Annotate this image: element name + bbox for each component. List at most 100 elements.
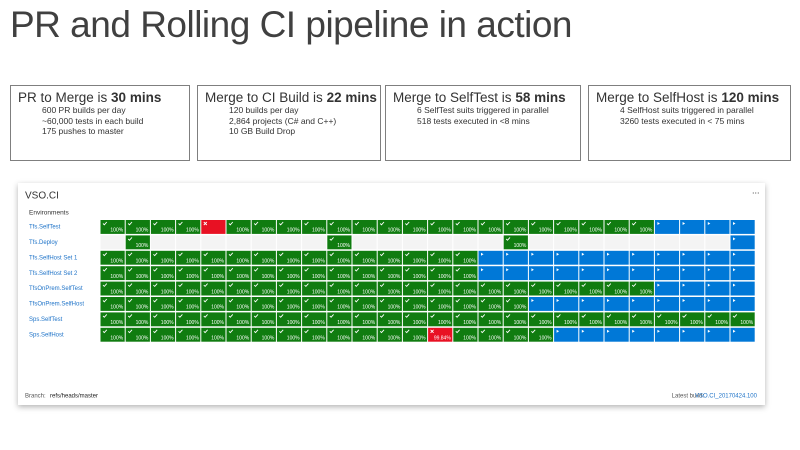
build-cell <box>554 312 579 327</box>
cell-label: 100% <box>413 228 426 234</box>
cell-label: 100% <box>362 289 375 295</box>
cell-label: 100% <box>186 274 199 280</box>
running-icon <box>632 329 635 333</box>
check-icon <box>732 314 738 318</box>
check-icon <box>505 221 511 226</box>
box-line: 2,864 projects (C# and C++) <box>229 115 337 126</box>
build-cell <box>402 281 428 296</box>
running-icon <box>556 299 560 302</box>
build-cell <box>428 297 453 311</box>
check-icon <box>631 314 637 318</box>
check-icon <box>379 267 385 272</box>
running-icon <box>632 299 635 302</box>
check-icon <box>178 267 183 272</box>
check-icon <box>102 267 108 272</box>
box-heading: Merge to SelfHost is 120 mins <box>596 90 783 105</box>
build-cell <box>528 297 554 311</box>
build-cell <box>528 250 554 265</box>
check-icon <box>253 267 259 272</box>
running-icon <box>657 299 660 302</box>
build-cell <box>428 266 453 281</box>
cell-label: 100% <box>438 274 451 280</box>
check-icon <box>304 221 309 226</box>
build-cell <box>705 281 730 296</box>
heading-text: PR to Merge is <box>18 90 108 105</box>
build-cell <box>528 266 554 281</box>
cell-label: 100% <box>362 305 375 311</box>
check-icon <box>203 283 208 288</box>
build-cell <box>604 281 629 296</box>
latest-build[interactable]: VSO.CI_20170424.100 <box>695 394 758 400</box>
running-icon <box>607 329 610 333</box>
build-cell <box>705 235 730 250</box>
check-icon <box>203 298 208 303</box>
check-icon <box>127 267 133 272</box>
check-icon <box>253 221 259 226</box>
running-icon <box>581 329 585 333</box>
build-cell <box>579 297 604 311</box>
build-cell <box>680 281 705 296</box>
build-cell <box>402 327 428 342</box>
build-cell <box>629 327 654 342</box>
check-icon <box>405 314 410 318</box>
check-icon <box>455 267 460 272</box>
cell-label: 100% <box>564 289 577 295</box>
check-icon <box>329 298 334 303</box>
cell-label: 100% <box>186 228 199 234</box>
cell-label: 100% <box>161 259 174 265</box>
build-cell <box>150 281 176 296</box>
build-cell <box>680 250 705 265</box>
build-cell <box>604 235 629 250</box>
cell-label: 100% <box>539 336 552 342</box>
build-cell <box>251 312 276 327</box>
build-cell <box>302 281 327 296</box>
cell-label: 100% <box>564 320 577 326</box>
running-icon <box>733 237 736 241</box>
check-icon <box>127 283 133 288</box>
build-cell <box>654 297 680 311</box>
check-icon <box>430 298 435 303</box>
cell-label: 100% <box>337 274 350 280</box>
cell-label: 100% <box>539 228 552 234</box>
cell-label: 100% <box>110 259 123 265</box>
running-icon <box>707 222 711 225</box>
running-icon <box>607 268 610 272</box>
cell-label: 100% <box>186 336 199 342</box>
cell-label: 100% <box>287 336 300 342</box>
running-icon <box>682 283 686 287</box>
build-cell <box>150 266 176 281</box>
cell-label: 100% <box>287 305 300 311</box>
box-line: 518 tests executed in <8 mins <box>417 115 530 126</box>
cell-label: 100% <box>589 289 602 295</box>
menu[interactable]: ... <box>752 185 760 195</box>
build-cell <box>226 220 251 234</box>
cell-label: 100% <box>236 259 249 265</box>
box-heading: Merge to CI Build is 22 mins <box>205 90 377 105</box>
check-icon <box>279 283 284 288</box>
build-cell <box>478 327 503 342</box>
build-cell <box>327 281 352 296</box>
running-icon <box>581 299 585 302</box>
build-cell <box>453 250 478 265</box>
cell-label: 100% <box>136 243 149 249</box>
build-cell <box>402 250 428 265</box>
cell-label: 100% <box>337 305 350 311</box>
build-cell <box>629 235 654 250</box>
check-icon <box>581 283 586 288</box>
check-icon <box>505 314 511 318</box>
build-cell <box>478 312 503 327</box>
build-cell <box>276 266 302 281</box>
cell-label: 100% <box>110 289 123 295</box>
build-cell <box>579 220 604 234</box>
check-icon <box>581 314 586 318</box>
cell-label: 100% <box>262 320 275 326</box>
check-icon <box>329 252 334 257</box>
build-cell <box>503 281 528 296</box>
build-cell <box>201 327 226 342</box>
check-icon <box>127 298 133 303</box>
box-line: ~60,000 tests in each build <box>42 115 144 126</box>
running-icon <box>481 252 484 256</box>
running-icon <box>657 329 660 333</box>
cell-label: 100% <box>488 228 501 234</box>
check-icon <box>531 329 536 334</box>
